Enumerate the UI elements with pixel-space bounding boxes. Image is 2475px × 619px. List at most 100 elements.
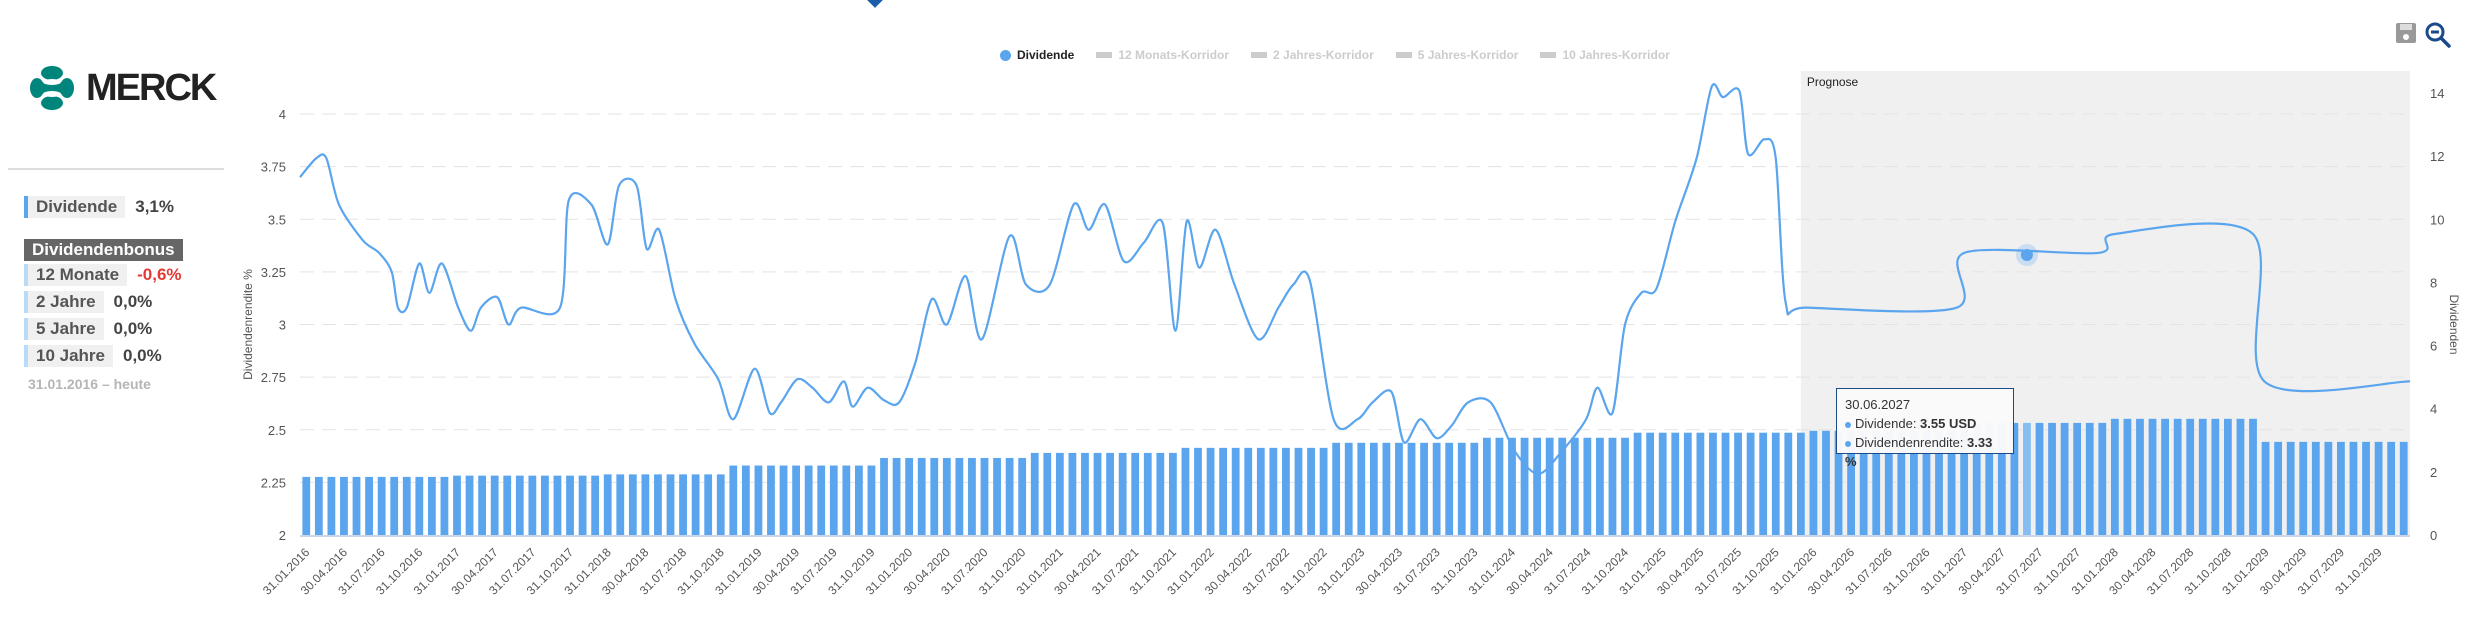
y-tick-right: 10 xyxy=(2430,212,2444,227)
dividend-bar xyxy=(804,465,813,535)
merck-logo-icon xyxy=(30,66,74,110)
dividend-bar xyxy=(402,476,411,535)
dividend-bar xyxy=(1395,442,1403,535)
bonus-title: Dividendenbonus xyxy=(24,239,183,261)
legend-item-10y[interactable]: 10 Jahres-Korridor xyxy=(1540,48,1670,62)
dividend-bar xyxy=(1131,452,1140,535)
dividend-bar xyxy=(817,465,826,535)
dividend-value: 3,1% xyxy=(135,197,174,216)
dividend-bar xyxy=(666,474,675,535)
y-tick-left: 3.25 xyxy=(261,265,286,280)
dividend-bar xyxy=(1947,430,1956,535)
tooltip-yield: Dividendenrendite: 3.33 % xyxy=(1845,433,2005,471)
dividend-bar xyxy=(1307,447,1315,535)
bonus-row-value: -0,6% xyxy=(137,265,182,284)
legend-item-dividende[interactable]: Dividende xyxy=(1000,48,1074,62)
y-tick-right: 12 xyxy=(2430,149,2444,164)
dividend-bar xyxy=(1771,432,1780,535)
dividend-bar xyxy=(1432,442,1441,535)
dividend-bar xyxy=(2274,441,2283,535)
dividend-bar xyxy=(1005,457,1014,535)
y-tick-right: 0 xyxy=(2430,528,2437,543)
dividend-bar xyxy=(2236,418,2245,535)
dividend-bar xyxy=(2023,422,2031,535)
dividend-bar xyxy=(1910,430,1918,535)
dividend-bar xyxy=(880,457,888,535)
dividend-bar xyxy=(1997,422,2006,535)
dividend-bar xyxy=(855,465,863,535)
dividend-bar xyxy=(1168,452,1177,535)
bonus-row-label: 5 Jahre xyxy=(24,318,104,340)
save-icon[interactable] xyxy=(2395,22,2417,44)
dividend-bar xyxy=(729,465,738,535)
chart-legend: Dividende 12 Monats-Korridor 2 Jahres-Ko… xyxy=(1000,48,1670,62)
dividend-bar xyxy=(314,476,323,535)
dividend-bar xyxy=(340,476,348,535)
legend-bar-icon xyxy=(1395,52,1412,58)
dividend-bar xyxy=(628,474,637,535)
dividend-bar xyxy=(440,476,449,535)
dividend-bar xyxy=(2198,418,2207,535)
dividend-bar xyxy=(1972,422,1981,535)
dividend-bar xyxy=(1294,447,1303,535)
bonus-row-5y: 5 Jahre 0,0% xyxy=(24,318,152,340)
dividend-bar xyxy=(1721,432,1730,535)
dividend-bar xyxy=(1332,442,1341,535)
dividend-bar xyxy=(1219,447,1228,535)
dividend-bar xyxy=(1784,432,1793,535)
dividend-bar xyxy=(1985,422,1994,535)
dividend-bar xyxy=(704,474,713,535)
dividend-bar xyxy=(905,457,914,535)
dividend-bar xyxy=(2399,441,2408,535)
legend-label: 12 Monats-Korridor xyxy=(1118,48,1230,62)
bonus-row-label: 2 Jahre xyxy=(24,291,104,313)
dividend-bar xyxy=(2148,418,2157,535)
dividend-bar xyxy=(377,476,386,535)
y-tick-left: 2.5 xyxy=(268,423,286,438)
dividend-bar xyxy=(1608,437,1617,535)
dividend-bar xyxy=(1344,442,1353,535)
y-tick-right: 14 xyxy=(2430,86,2444,101)
dividend-bar xyxy=(1897,430,1906,535)
dividend-bar xyxy=(955,457,964,535)
dividend-bar xyxy=(2324,441,2333,535)
dividend-bar xyxy=(603,474,612,535)
dividend-bar xyxy=(2048,422,2056,535)
dividend-bar xyxy=(1696,432,1705,535)
dividend-bar xyxy=(1420,442,1428,535)
dividend-bar xyxy=(591,475,600,535)
tooltip-dividend-label: Dividende: xyxy=(1855,416,1921,431)
dividend-bar xyxy=(1621,437,1629,535)
tooltip-yield-value: 3.33 % xyxy=(1845,435,1993,469)
dividend-bar xyxy=(892,457,901,535)
highlight-point xyxy=(2020,249,2033,262)
legend-label: Dividende xyxy=(1017,48,1075,62)
dividend-bar xyxy=(1495,437,1504,535)
dividend-bar xyxy=(2374,441,2383,535)
legend-bar-icon xyxy=(1251,52,1268,58)
dividend-bar xyxy=(427,476,436,535)
dividend-bar xyxy=(1457,442,1466,535)
dividend-bar xyxy=(1445,442,1454,535)
dividend-bar xyxy=(1106,452,1114,535)
dividend-bar xyxy=(1068,452,1077,535)
dividend-bar xyxy=(767,465,775,535)
dividend-bar xyxy=(2362,441,2370,535)
legend-item-5y[interactable]: 5 Jahres-Korridor xyxy=(1395,48,1518,62)
legend-item-12m[interactable]: 12 Monats-Korridor xyxy=(1096,48,1229,62)
y-tick-left: 2.75 xyxy=(261,370,286,385)
dividend-bar xyxy=(1759,432,1768,535)
dividend-bar xyxy=(1884,430,1893,535)
dividend-bar xyxy=(2249,418,2257,535)
dividend-bar xyxy=(1570,437,1579,535)
zoom-out-icon[interactable] xyxy=(2425,22,2451,48)
legend-item-2y[interactable]: 2 Jahres-Korridor xyxy=(1251,48,1374,62)
dividend-bar xyxy=(1872,430,1881,535)
y-tick-left: 3 xyxy=(279,318,286,333)
dividend-bar xyxy=(302,476,311,535)
dividend-bar xyxy=(1018,457,1027,535)
y-axis-title-left: Dividendenrendite % xyxy=(241,269,255,380)
dividend-bar xyxy=(2299,441,2308,535)
dividend-bar xyxy=(2010,422,2019,535)
dividend-bar xyxy=(1181,447,1190,535)
